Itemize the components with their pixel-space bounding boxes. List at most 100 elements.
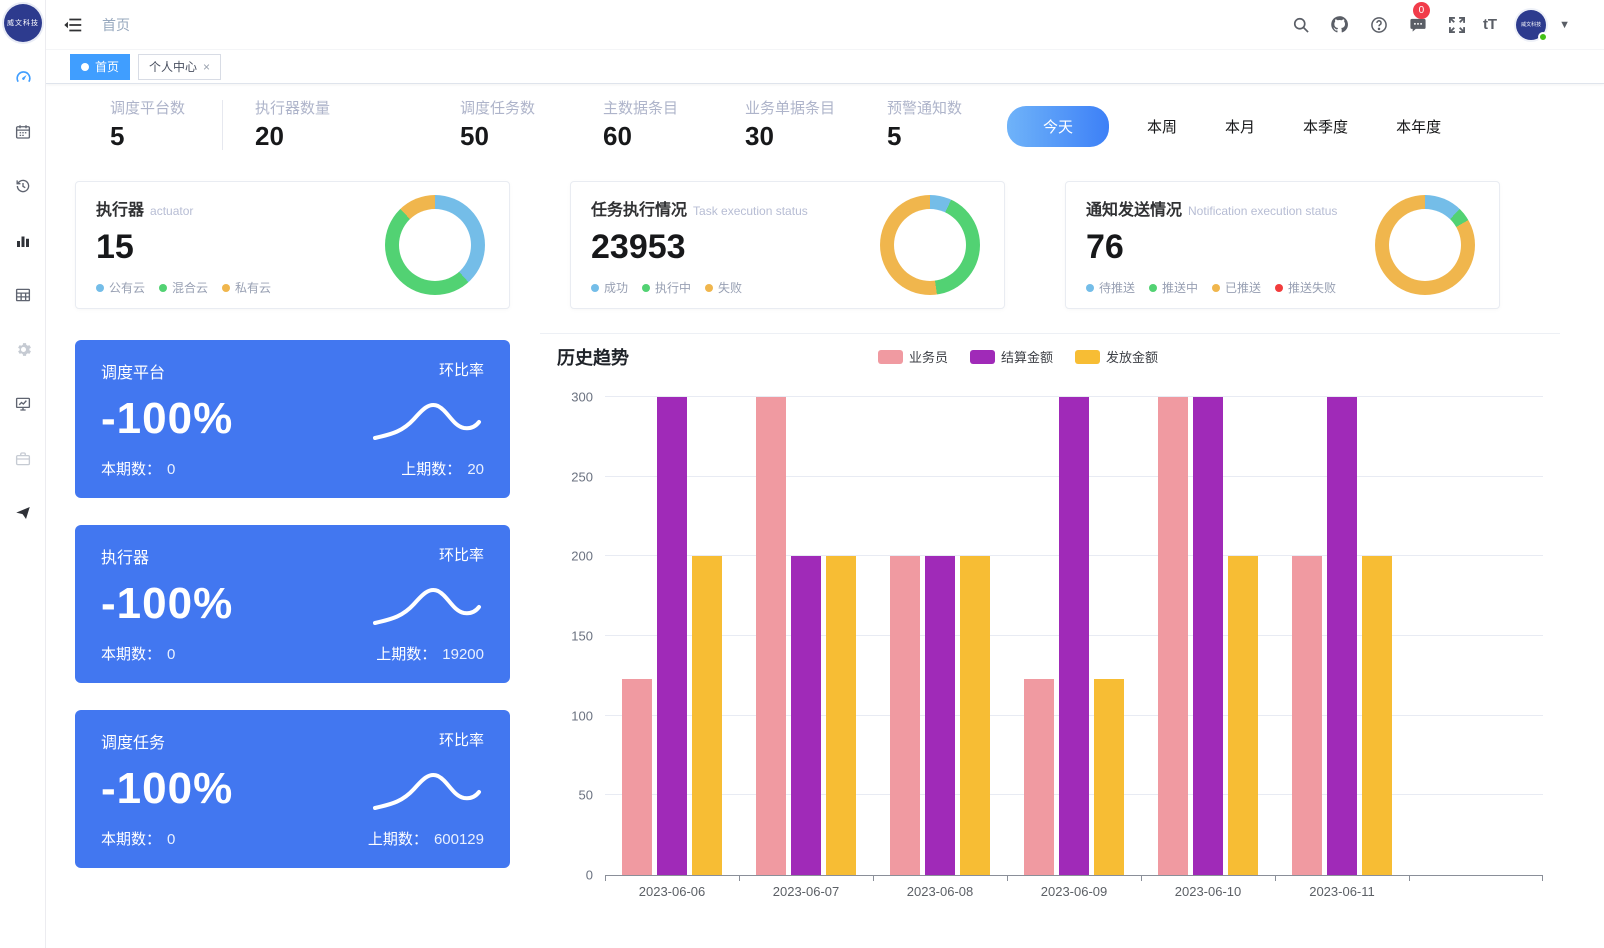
current-period-value: 0: [167, 831, 176, 848]
summary-card-title: 任务执行情况: [591, 202, 688, 219]
axis-tick: [1542, 875, 1543, 881]
ratio-card-title: 调度任务: [101, 735, 166, 752]
dashboard-icon[interactable]: [0, 50, 46, 105]
chart-legend-label: 业务员: [909, 350, 949, 365]
tag-view-bar: 首页 × 个人中心 ×: [46, 50, 1604, 84]
bar-group: [739, 397, 873, 875]
legend-label: 私有云: [235, 281, 272, 295]
summary-card-title: 执行器: [96, 202, 145, 219]
stat-value: 50: [460, 121, 489, 151]
ratio-card-tag: 环比率: [438, 732, 484, 749]
paper-plane-icon[interactable]: [0, 486, 46, 541]
font-size-icon[interactable]: tT: [1482, 16, 1498, 33]
bar-group: [1141, 397, 1275, 875]
ratio-card: 调度平台 环比率 -100% 本期数： 0 上期数： 20: [75, 340, 510, 498]
monitor-chart-icon[interactable]: [0, 377, 46, 432]
axis-tick: [1141, 875, 1142, 881]
ratio-percent: -100%: [101, 393, 234, 443]
chart-legend-item[interactable]: 发放金额: [1075, 347, 1158, 366]
time-filter-button[interactable]: 本周: [1137, 110, 1187, 143]
legend-item[interactable]: 公有云: [96, 279, 145, 296]
app-logo[interactable]: 威文科技: [4, 4, 42, 42]
y-axis-label: 100: [571, 708, 593, 724]
stat-label: 预警通知数: [887, 100, 963, 117]
avatar-logo-text: 威文科技: [1521, 22, 1542, 28]
legend-dot: [642, 283, 651, 292]
settings-gear-icon[interactable]: [0, 323, 46, 378]
github-icon[interactable]: [1327, 12, 1353, 38]
legend-item[interactable]: 混合云: [159, 279, 208, 296]
bar-series-1: [1193, 397, 1223, 875]
axis-tick: [873, 875, 874, 881]
legend-item[interactable]: 已推送: [1212, 279, 1261, 296]
legend-item[interactable]: 成功: [591, 279, 628, 296]
sparkline-wave: [373, 402, 481, 440]
legend-label: 公有云: [109, 281, 146, 295]
current-period-label: 本期数：: [101, 461, 162, 478]
calendar-icon[interactable]: [0, 105, 46, 160]
chart-legend-item[interactable]: 结算金额: [970, 347, 1053, 366]
time-filter-button[interactable]: 本季度: [1293, 110, 1358, 143]
chart-title: 历史趋势: [557, 348, 629, 368]
time-filter-button[interactable]: 本月: [1215, 110, 1265, 143]
bar-series-2: [1362, 556, 1392, 875]
fullscreen-icon[interactable]: [1444, 12, 1470, 38]
table-icon[interactable]: [0, 268, 46, 323]
bar-group: [873, 398, 1007, 875]
previous-period-label: 上期数：: [367, 831, 428, 848]
tab-label: 个人中心: [149, 60, 198, 74]
current-period-value: 0: [167, 461, 176, 478]
legend-dot: [591, 283, 599, 292]
x-axis-label: 2023-06-10: [1174, 884, 1242, 899]
chart-legend: 业务员 结算金额 发放金额: [878, 347, 1158, 366]
sparkline-wave: [373, 587, 481, 625]
search-icon[interactable]: [1288, 12, 1314, 38]
stat-label: 调度任务数: [460, 100, 536, 117]
bar-series-2: [1228, 556, 1258, 875]
summary-card-legend: 公有云 混合云 私有云: [96, 279, 271, 296]
caret-down-icon[interactable]: ▼: [1559, 18, 1570, 31]
legend-item[interactable]: 待推送: [1086, 279, 1135, 296]
legend-item[interactable]: 执行中: [642, 279, 691, 296]
bar-series-2: [960, 556, 990, 875]
stat-label: 调度平台数: [110, 100, 186, 117]
time-filter-button[interactable]: 本年度: [1386, 110, 1451, 143]
breadcrumb[interactable]: 首页: [102, 16, 130, 33]
current-period-label: 本期数：: [101, 646, 162, 663]
ratio-card: 执行器 环比率 -100% 本期数： 0 上期数： 19200: [75, 525, 510, 683]
legend-item[interactable]: 失败: [705, 279, 742, 296]
user-avatar[interactable]: 威文科技: [1516, 9, 1549, 42]
sidebar-toggle-icon[interactable]: [62, 14, 84, 36]
history-icon[interactable]: [0, 159, 46, 214]
ratio-card-tag: 环比率: [438, 362, 484, 379]
tab[interactable]: 个人中心 ×: [138, 53, 222, 80]
legend-dot: [1275, 283, 1284, 292]
bar-series-1: [925, 556, 955, 875]
legend-item[interactable]: 推送中: [1149, 279, 1198, 296]
chart-legend-item[interactable]: 业务员: [878, 347, 948, 366]
previous-period-label: 上期数：: [401, 461, 462, 478]
donut-hole: [399, 209, 471, 281]
briefcase-icon[interactable]: [0, 432, 46, 487]
bar-group: [1007, 397, 1141, 875]
navbar-actions: 0 tT 威文科技 ▼: [1288, 1, 1604, 42]
axis-tick: [1007, 875, 1008, 881]
bar-series-0: [1292, 556, 1322, 875]
previous-period-value: 600129: [433, 831, 484, 848]
tab[interactable]: 首页 ×: [70, 53, 131, 80]
legend-item[interactable]: 私有云: [222, 279, 271, 296]
help-icon[interactable]: [1366, 12, 1392, 38]
summary-card-legend: 待推送 推送中 已推送 推送失败: [1086, 279, 1336, 296]
time-filter-button[interactable]: 今天: [1007, 106, 1110, 147]
bar-group: [1409, 398, 1543, 875]
bar-chart: 0 50 100 150 200 250 300 2023-06-06 2023-06-07 2…: [571, 390, 1543, 899]
current-period-label: 本期数：: [101, 831, 162, 848]
message-icon[interactable]: 0: [1405, 1, 1431, 38]
legend-item[interactable]: 推送失败: [1275, 279, 1336, 296]
tab-close-icon[interactable]: ×: [203, 59, 211, 74]
legend-label: 推送中: [1162, 281, 1199, 295]
trend-panel: 历史趋势 业务员 结算金额 发放金额 0 50 100 150 200 250 300 20…: [540, 333, 1560, 928]
donut-hole: [894, 209, 966, 281]
stat-value: 5: [887, 121, 902, 151]
bar-chart-icon[interactable]: [0, 214, 46, 269]
